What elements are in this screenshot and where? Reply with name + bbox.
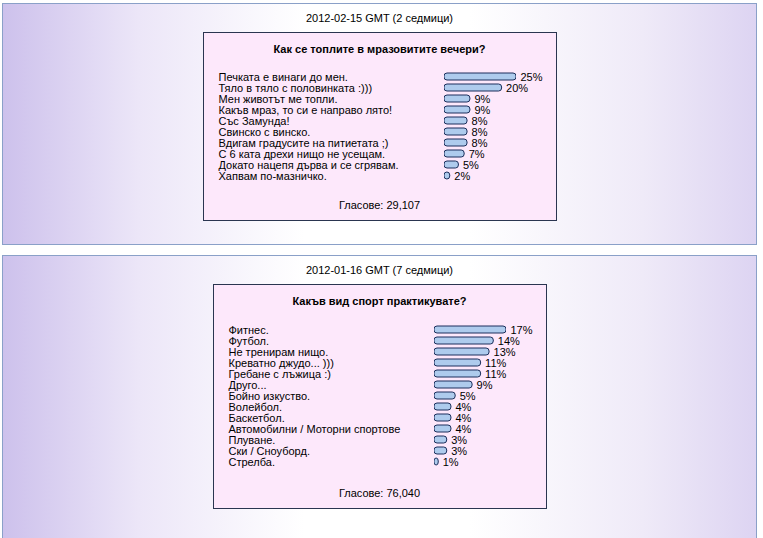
- svg-text:Със Замунда!: Със Замунда!: [218, 114, 289, 127]
- html-text:2012-02-15 GMT (2 седмици): 2012-02-15 GMT (2 седмици): [306, 12, 453, 24]
- svg-text:Не тренирам нищо.: Не тренирам нищо.: [228, 345, 328, 358]
- html-text:2012-01-16 GMT (7 седмици): 2012-01-16 GMT (7 седмици): [306, 264, 453, 276]
- svg-text:Хапвам по-мазничко.: Хапвам по-мазничко.: [218, 170, 326, 182]
- svg-text:С 6 ката дрехи нищо не усещам.: С 6 ката дрехи нищо не усещам.: [218, 147, 385, 160]
- svg-text:Стрелба.: Стрелба.: [228, 456, 275, 468]
- svg-text:Тяло в тяло с половинката :))): Тяло в тяло с половинката :))): [218, 81, 372, 94]
- svg-text:17%: 17%: [510, 323, 532, 336]
- svg-text:14%: 14%: [497, 334, 520, 347]
- svg-text:1%: 1%: [442, 456, 458, 468]
- svg-text:5%: 5%: [459, 389, 476, 402]
- svg-text:Баскетбол.: Баскетбол.: [228, 411, 285, 424]
- svg-text:3%: 3%: [450, 433, 467, 446]
- svg-text:20%: 20%: [506, 82, 528, 94]
- svg-text:13%: 13%: [493, 345, 516, 358]
- svg-text:11%: 11%: [484, 367, 506, 380]
- svg-text:Друго...: Друго...: [228, 378, 266, 391]
- svg-text:Креватно джудо... ))): Креватно джудо... ))): [228, 356, 334, 369]
- html-text:Гласове: 76,040: Гласове: 76,040: [338, 487, 421, 499]
- svg-text:2%: 2%: [454, 170, 470, 182]
- svg-text:9%: 9%: [473, 103, 490, 116]
- svg-text:Свинско с винско.: Свинско с винско.: [218, 125, 310, 138]
- html-text:Гласове: 29,107: Гласове: 29,107: [338, 199, 421, 211]
- svg-text:8%: 8%: [471, 125, 487, 138]
- svg-text:Ски / Сноуборд.: Ски / Сноуборд.: [228, 444, 310, 457]
- svg-text:Печката е винаги до мен.: Печката е винаги до мен.: [218, 70, 348, 83]
- html-text:Как се топлите в мразовитите в: Как се топлите в мразовитите вечери?: [273, 43, 486, 55]
- svg-text:7%: 7%: [468, 147, 485, 160]
- svg-text:5%: 5%: [462, 158, 479, 171]
- svg-text:11%: 11%: [484, 356, 506, 369]
- svg-text:Волейбол.: Волейбол.: [228, 400, 282, 413]
- svg-text:9%: 9%: [473, 92, 490, 105]
- svg-text:Футбол.: Футбол.: [228, 334, 269, 347]
- svg-text:4%: 4%: [454, 411, 471, 424]
- svg-text:4%: 4%: [454, 400, 471, 413]
- svg-text:4%: 4%: [454, 422, 471, 435]
- svg-text:Докато нацепя дърва и се сгряв: Докато нацепя дърва и се сгрявам.: [218, 158, 398, 171]
- svg-text:Автомобилни / Моторни спортове: Автомобилни / Моторни спортове: [228, 422, 400, 435]
- svg-text:Мен животът ме топли.: Мен животът ме топли.: [218, 92, 337, 105]
- svg-text:8%: 8%: [471, 114, 487, 127]
- html-text:Какъв вид спорт практикувате?: Какъв вид спорт практикувате?: [292, 295, 467, 307]
- svg-text:Какъв мраз, то си е направо ля: Какъв мраз, то си е направо лято!: [218, 103, 392, 116]
- svg-text:8%: 8%: [471, 136, 487, 149]
- svg-text:Бойно изкуство.: Бойно изкуство.: [228, 389, 310, 402]
- svg-text:25%: 25%: [520, 70, 542, 83]
- svg-text:Вдигам градусите на питиетата: Вдигам градусите на питиетата ;): [218, 136, 388, 149]
- svg-text:Плуване.: Плуване.: [228, 433, 275, 446]
- svg-text:Гребане с лъжица :): Гребане с лъжица :): [228, 367, 331, 380]
- svg-text:3%: 3%: [450, 444, 467, 457]
- svg-text:Фитнес.: Фитнес.: [228, 323, 269, 336]
- svg-text:9%: 9%: [476, 379, 492, 391]
